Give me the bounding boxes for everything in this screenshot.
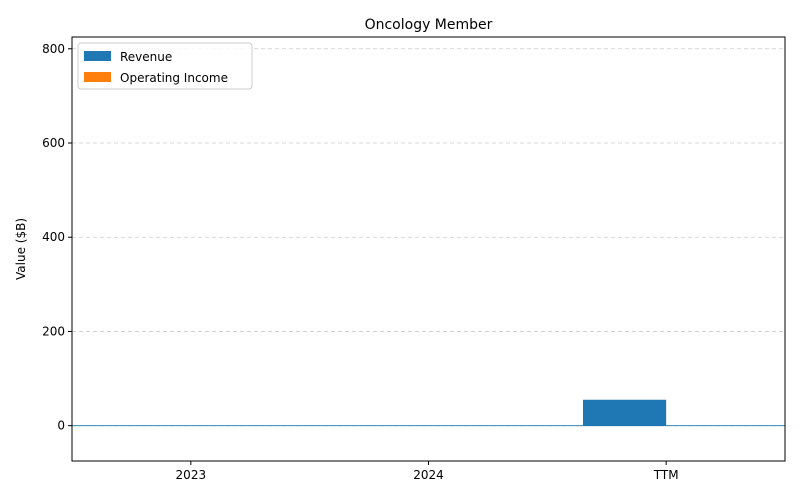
legend-swatch <box>84 51 111 61</box>
y-axis-label: Value ($B) <box>14 218 28 280</box>
y-tick-label: 800 <box>42 42 65 56</box>
y-tick-label: 200 <box>42 324 65 338</box>
legend-swatch <box>84 72 111 82</box>
chart-title: Oncology Member <box>365 17 493 33</box>
legend-label: Operating Income <box>120 71 228 85</box>
x-axis-ticks: 2023 2024 TTM <box>176 461 679 482</box>
x-tick-label: 2024 <box>413 468 444 482</box>
x-tick-label: 2023 <box>176 468 207 482</box>
y-tick-label: 600 <box>42 136 65 150</box>
legend: Revenue Operating Income <box>77 42 253 90</box>
y-tick-label: 400 <box>42 230 65 244</box>
y-tick-label: 0 <box>57 419 65 433</box>
y-axis-ticks: 0 200 400 600 800 <box>42 42 72 433</box>
bar-revenue <box>582 399 667 426</box>
grid-lines <box>72 48 785 427</box>
bars <box>582 399 667 426</box>
legend-box <box>77 42 253 90</box>
x-tick-label: TTM <box>653 468 679 482</box>
legend-label: Revenue <box>120 50 172 64</box>
plot-frame <box>71 36 786 462</box>
